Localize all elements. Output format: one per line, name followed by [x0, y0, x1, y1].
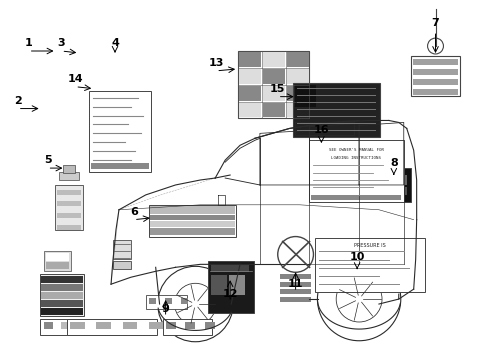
Bar: [286, 86, 308, 100]
Bar: [311, 195, 400, 200]
Text: SEE OWNER'S MANUAL FOR: SEE OWNER'S MANUAL FOR: [328, 148, 383, 152]
Bar: [208, 261, 253, 313]
Bar: [185, 322, 195, 329]
Bar: [57, 225, 81, 230]
Bar: [412, 79, 457, 85]
Bar: [279, 297, 311, 302]
Bar: [412, 59, 457, 65]
Bar: [263, 69, 284, 84]
Bar: [43, 251, 71, 271]
Bar: [55, 185, 83, 230]
Bar: [113, 322, 122, 329]
Bar: [67, 319, 156, 335]
Bar: [122, 322, 137, 329]
Bar: [238, 51, 309, 118]
Bar: [412, 89, 457, 95]
Bar: [91, 163, 148, 169]
Bar: [40, 274, 84, 316]
Bar: [286, 69, 308, 84]
Text: 5: 5: [43, 155, 51, 165]
Bar: [165, 298, 172, 304]
Bar: [410, 56, 459, 96]
Bar: [286, 52, 308, 67]
Bar: [165, 322, 175, 329]
Text: 15: 15: [269, 84, 285, 94]
Bar: [57, 202, 81, 207]
Bar: [229, 275, 244, 295]
Bar: [57, 213, 81, 218]
Text: 2: 2: [14, 96, 21, 105]
Bar: [279, 274, 311, 279]
Bar: [205, 322, 215, 329]
Text: 16: 16: [313, 125, 328, 135]
Bar: [63, 165, 75, 173]
Bar: [380, 168, 410, 202]
Text: 7: 7: [431, 18, 439, 28]
Bar: [61, 322, 71, 329]
Text: 4: 4: [111, 38, 119, 48]
Text: 11: 11: [287, 279, 303, 289]
Bar: [315, 238, 424, 292]
Text: 8: 8: [389, 158, 397, 168]
Bar: [263, 103, 284, 117]
Bar: [113, 261, 131, 269]
Text: 12: 12: [222, 289, 237, 299]
Bar: [148, 205, 236, 237]
Bar: [181, 298, 188, 304]
Text: PRESSURE IS: PRESSURE IS: [353, 243, 385, 248]
Bar: [263, 52, 284, 67]
Bar: [45, 253, 69, 261]
Text: 6: 6: [130, 207, 138, 217]
Bar: [60, 172, 79, 180]
Bar: [70, 322, 85, 329]
Bar: [45, 262, 69, 269]
Bar: [395, 175, 406, 185]
Bar: [309, 140, 403, 202]
Bar: [239, 69, 260, 84]
Bar: [382, 187, 406, 195]
Bar: [163, 319, 212, 335]
Bar: [78, 322, 88, 329]
Bar: [113, 239, 131, 260]
Bar: [41, 300, 83, 307]
Text: 10: 10: [349, 252, 364, 262]
Bar: [292, 83, 379, 137]
Bar: [43, 322, 53, 329]
Bar: [263, 86, 284, 100]
Bar: [239, 86, 260, 100]
Bar: [239, 52, 260, 67]
Text: 3: 3: [58, 38, 65, 48]
Bar: [211, 275, 226, 295]
Bar: [96, 322, 105, 329]
Bar: [279, 282, 311, 287]
Bar: [96, 322, 111, 329]
Bar: [211, 264, 248, 272]
Bar: [412, 69, 457, 75]
Text: 9: 9: [162, 304, 169, 314]
Bar: [57, 190, 81, 195]
Text: LOADING INSTRUCTIONS: LOADING INSTRUCTIONS: [330, 156, 380, 160]
Bar: [41, 292, 83, 299]
Bar: [41, 276, 83, 283]
Bar: [41, 284, 83, 291]
Bar: [294, 85, 316, 107]
Text: 1: 1: [25, 38, 33, 48]
Bar: [286, 103, 308, 117]
Bar: [382, 175, 393, 185]
Bar: [145, 295, 187, 309]
Text: 13: 13: [208, 58, 224, 68]
Bar: [279, 289, 311, 294]
Bar: [149, 206, 235, 214]
Bar: [149, 221, 235, 227]
Text: 14: 14: [67, 74, 83, 84]
Bar: [149, 228, 235, 235]
Bar: [149, 215, 235, 220]
Bar: [40, 319, 119, 335]
Bar: [89, 91, 150, 172]
Bar: [148, 298, 155, 304]
Bar: [148, 322, 163, 329]
Bar: [239, 103, 260, 117]
Bar: [41, 308, 83, 315]
